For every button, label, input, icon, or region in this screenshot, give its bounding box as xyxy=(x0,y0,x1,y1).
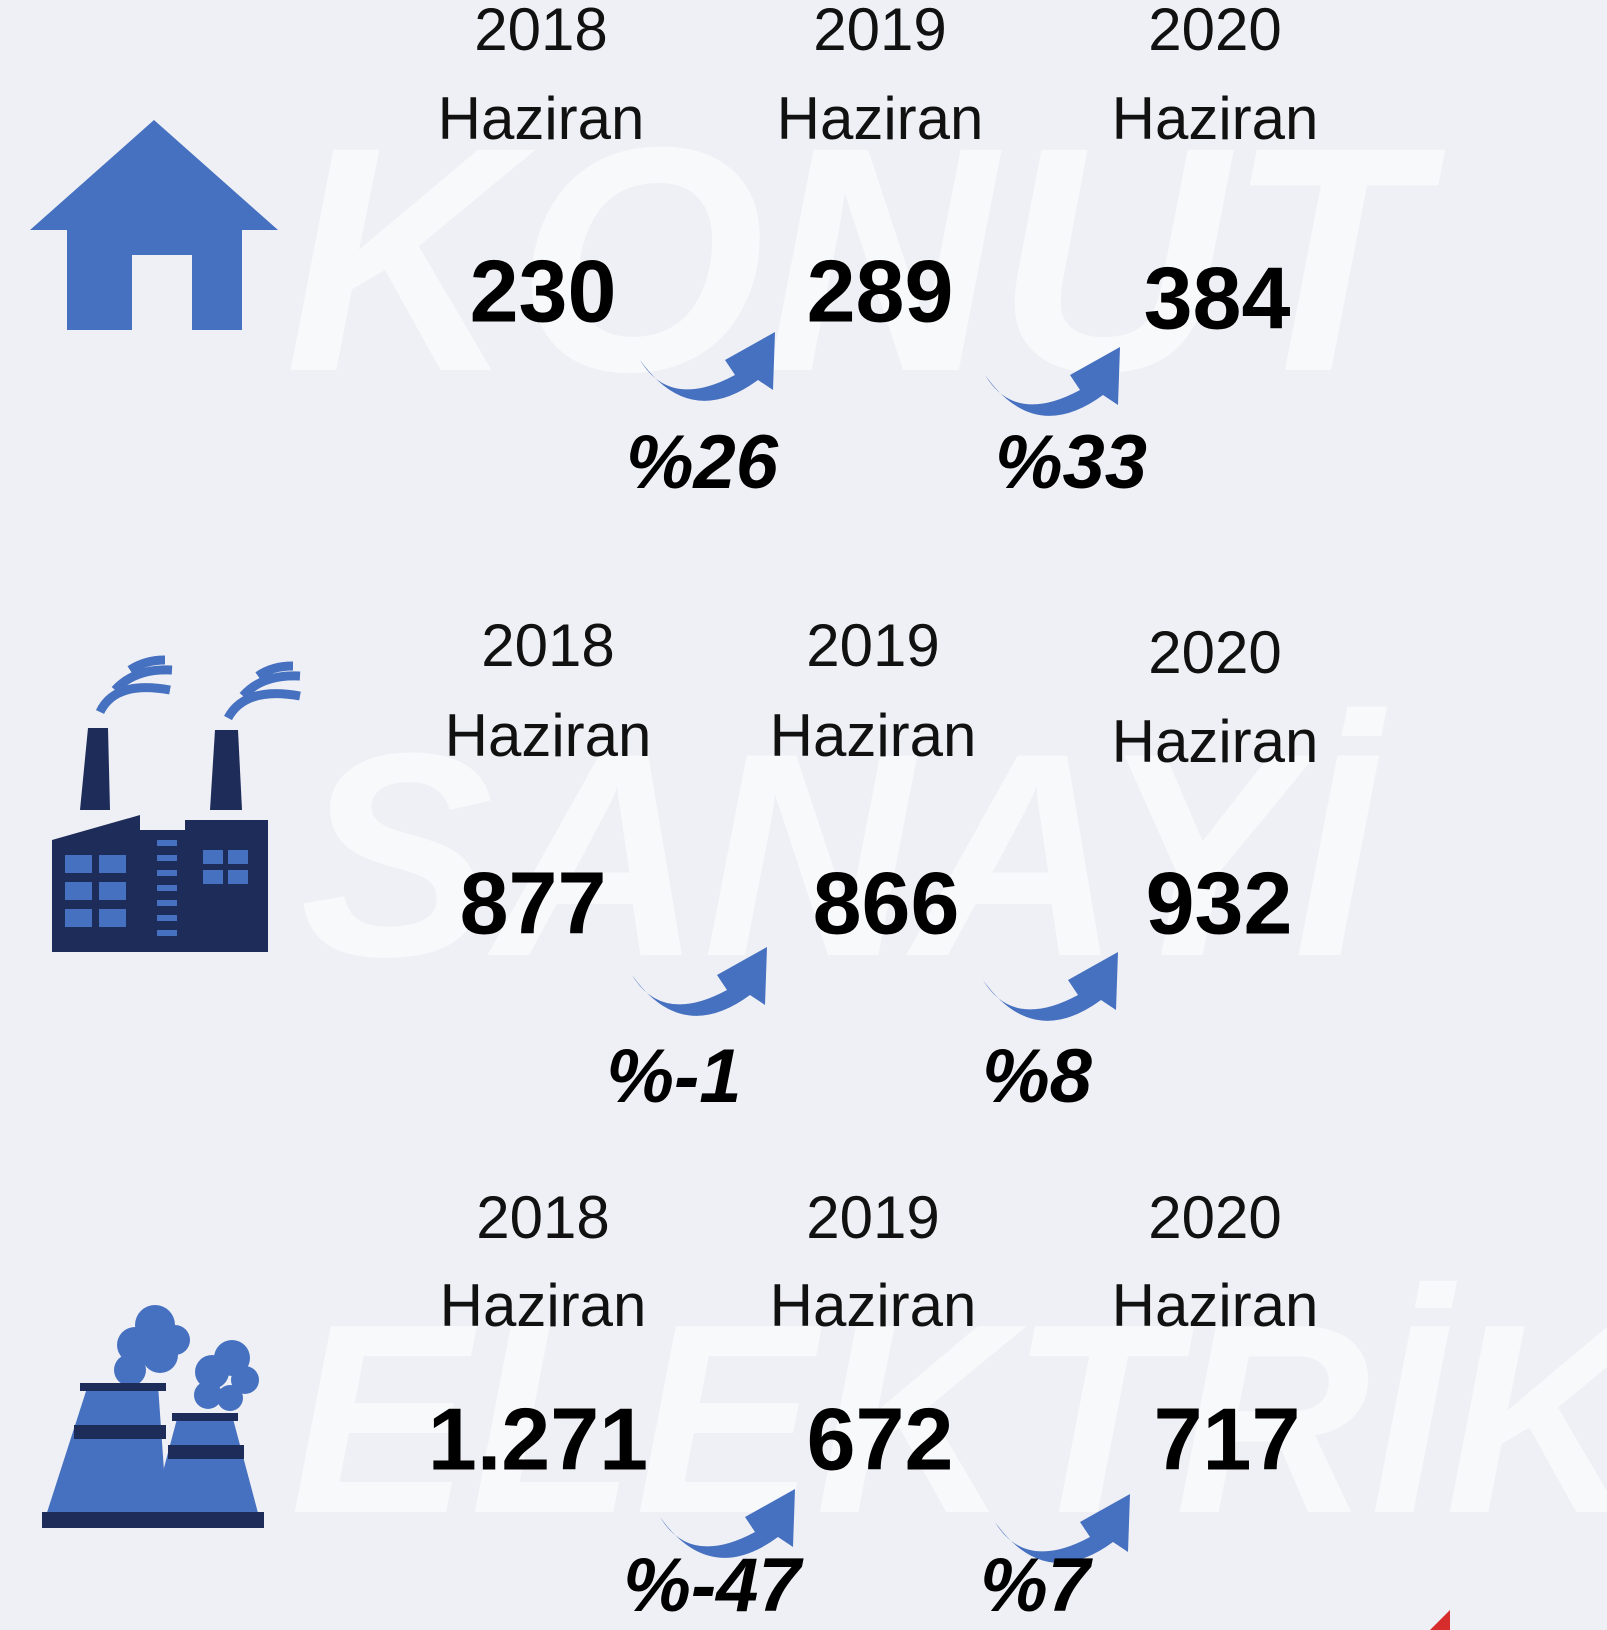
period-year: 2020 xyxy=(1148,619,1281,686)
period-month: Haziran xyxy=(1112,1272,1319,1339)
change-arrow xyxy=(983,952,1118,1021)
period-year: 2020 xyxy=(1148,1184,1281,1251)
period-year: 2019 xyxy=(806,1184,939,1251)
period-year: 2019 xyxy=(813,0,946,63)
section-watermark: SANAYİ xyxy=(300,693,1389,1017)
period-month: Haziran xyxy=(445,702,652,769)
change-arrow xyxy=(632,947,767,1016)
change-percent: %7 xyxy=(980,1543,1094,1628)
period-year: 2020 xyxy=(1148,0,1281,63)
period-value: 877 xyxy=(460,853,607,952)
content: 2018 Haziran 230 2019 Haziran 289 2020 Haziran 3… xyxy=(428,0,1318,1628)
period-value: 866 xyxy=(813,853,960,952)
change-arrow xyxy=(640,332,775,401)
factory-icon xyxy=(52,655,301,952)
change-arrow xyxy=(995,1494,1130,1563)
period-value: 230 xyxy=(470,241,617,340)
period-value: 672 xyxy=(807,1389,954,1488)
watermarks: KONUT SANAYİ ELEKTRİK xyxy=(285,80,1607,1570)
period-month: Haziran xyxy=(777,85,984,152)
change-percent: %26 xyxy=(626,420,779,505)
change-percent: %-47 xyxy=(623,1543,804,1628)
corner-mark xyxy=(1430,1610,1450,1630)
change-arrow xyxy=(985,347,1120,416)
change-arrow xyxy=(660,1489,795,1558)
period-year: 2018 xyxy=(474,0,607,63)
period-value: 717 xyxy=(1154,1389,1301,1488)
period-month: Haziran xyxy=(1112,708,1319,775)
period-value: 289 xyxy=(807,241,954,340)
change-percent: %33 xyxy=(995,420,1147,505)
change-percent: %8 xyxy=(982,1034,1093,1119)
period-month: Haziran xyxy=(770,702,977,769)
period-year: 2019 xyxy=(806,612,939,679)
section-watermark: KONUT xyxy=(285,80,1447,438)
period-month: Haziran xyxy=(440,1272,647,1339)
house-icon xyxy=(30,120,278,330)
period-month: Haziran xyxy=(438,85,645,152)
period-value: 932 xyxy=(1146,853,1293,952)
period-year: 2018 xyxy=(481,612,614,679)
period-month: Haziran xyxy=(1112,85,1319,152)
period-month: Haziran xyxy=(770,1272,977,1339)
period-value: 384 xyxy=(1144,248,1291,347)
section-watermark: ELEKTRİK xyxy=(290,1269,1607,1570)
change-percent: %-1 xyxy=(606,1034,741,1119)
period-value: 1.271 xyxy=(428,1389,648,1488)
period-year: 2018 xyxy=(476,1184,609,1251)
power-plant-icon xyxy=(42,1305,264,1528)
